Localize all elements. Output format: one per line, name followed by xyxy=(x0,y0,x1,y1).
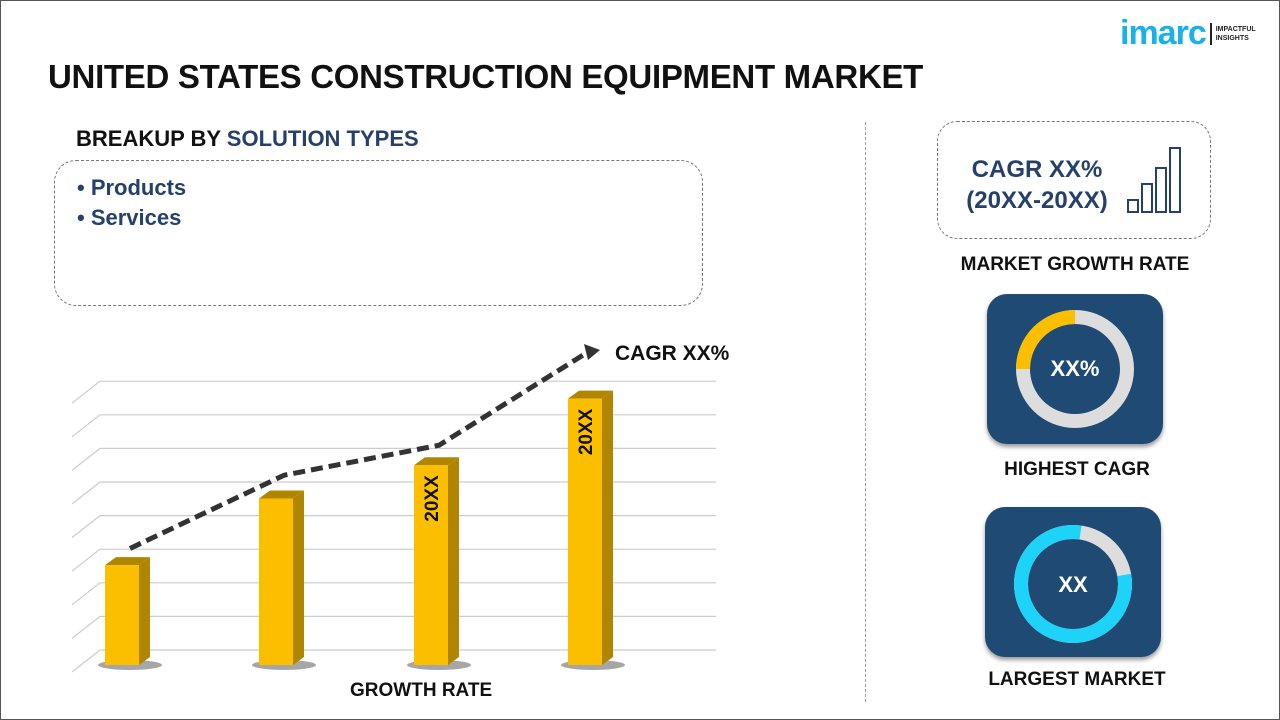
largest-market-label: LARGEST MARKET xyxy=(988,669,1166,690)
bar xyxy=(407,457,471,670)
trend-arrowhead xyxy=(584,344,600,360)
divider xyxy=(865,122,866,702)
period-text: (20XX-20XX) xyxy=(966,187,1108,214)
growth-chart: 20XX 20XX xyxy=(71,344,716,673)
bar-label: 20XX xyxy=(576,408,597,455)
ring-fill xyxy=(1016,310,1134,428)
bar-growth-icon xyxy=(1127,147,1181,213)
highest-cagr-card: XX% xyxy=(987,294,1163,444)
highest-cagr-value: XX% xyxy=(1050,356,1100,381)
market-growth-label: MARKET GROWTH RATE xyxy=(960,254,1190,275)
page-title: UNITED STATES CONSTRUCTION EQUIPMENT MAR… xyxy=(48,58,924,95)
gridline-depth xyxy=(71,615,101,639)
gridline-depth xyxy=(71,548,101,572)
gridline-depth xyxy=(71,414,101,438)
bar xyxy=(252,490,316,670)
chart-cagr-annotation: CAGR XX% xyxy=(615,342,730,365)
trend-line xyxy=(128,349,590,551)
donut-cyan-icon xyxy=(1014,525,1132,643)
donut-gold-icon xyxy=(1016,310,1134,428)
segment-item: • Services xyxy=(77,205,182,230)
largest-market-card: XX xyxy=(985,507,1161,657)
x-axis-label: GROWTH RATE xyxy=(350,680,493,701)
market-growth-box: CAGR XX% (20XX-20XX) xyxy=(937,121,1211,239)
segments-box: • Products • Services xyxy=(54,160,703,306)
gridline-depth xyxy=(71,481,101,505)
segment-item: • Products xyxy=(77,175,187,200)
gridline-depth xyxy=(71,447,101,471)
bar xyxy=(561,390,625,670)
bar xyxy=(98,557,162,670)
imarc-logo: imarc IMPACTFUL INSIGHTS xyxy=(1120,14,1256,53)
logo-word: imarc xyxy=(1120,14,1207,52)
gridline-depth xyxy=(71,582,101,606)
breakup-heading: BREAKUP BY SOLUTION TYPES xyxy=(76,126,419,151)
gridline-depth xyxy=(71,515,101,539)
gridline-depth xyxy=(71,380,101,404)
largest-market-value: XX xyxy=(1058,572,1088,597)
logo-tagline: IMPACTFUL INSIGHTS xyxy=(1215,25,1256,42)
bar-label: 20XX xyxy=(422,475,443,522)
cagr-text: CAGR XX% xyxy=(971,156,1103,183)
highest-cagr-label: HIGHEST CAGR xyxy=(1004,459,1150,480)
gridline-depth xyxy=(71,649,101,673)
